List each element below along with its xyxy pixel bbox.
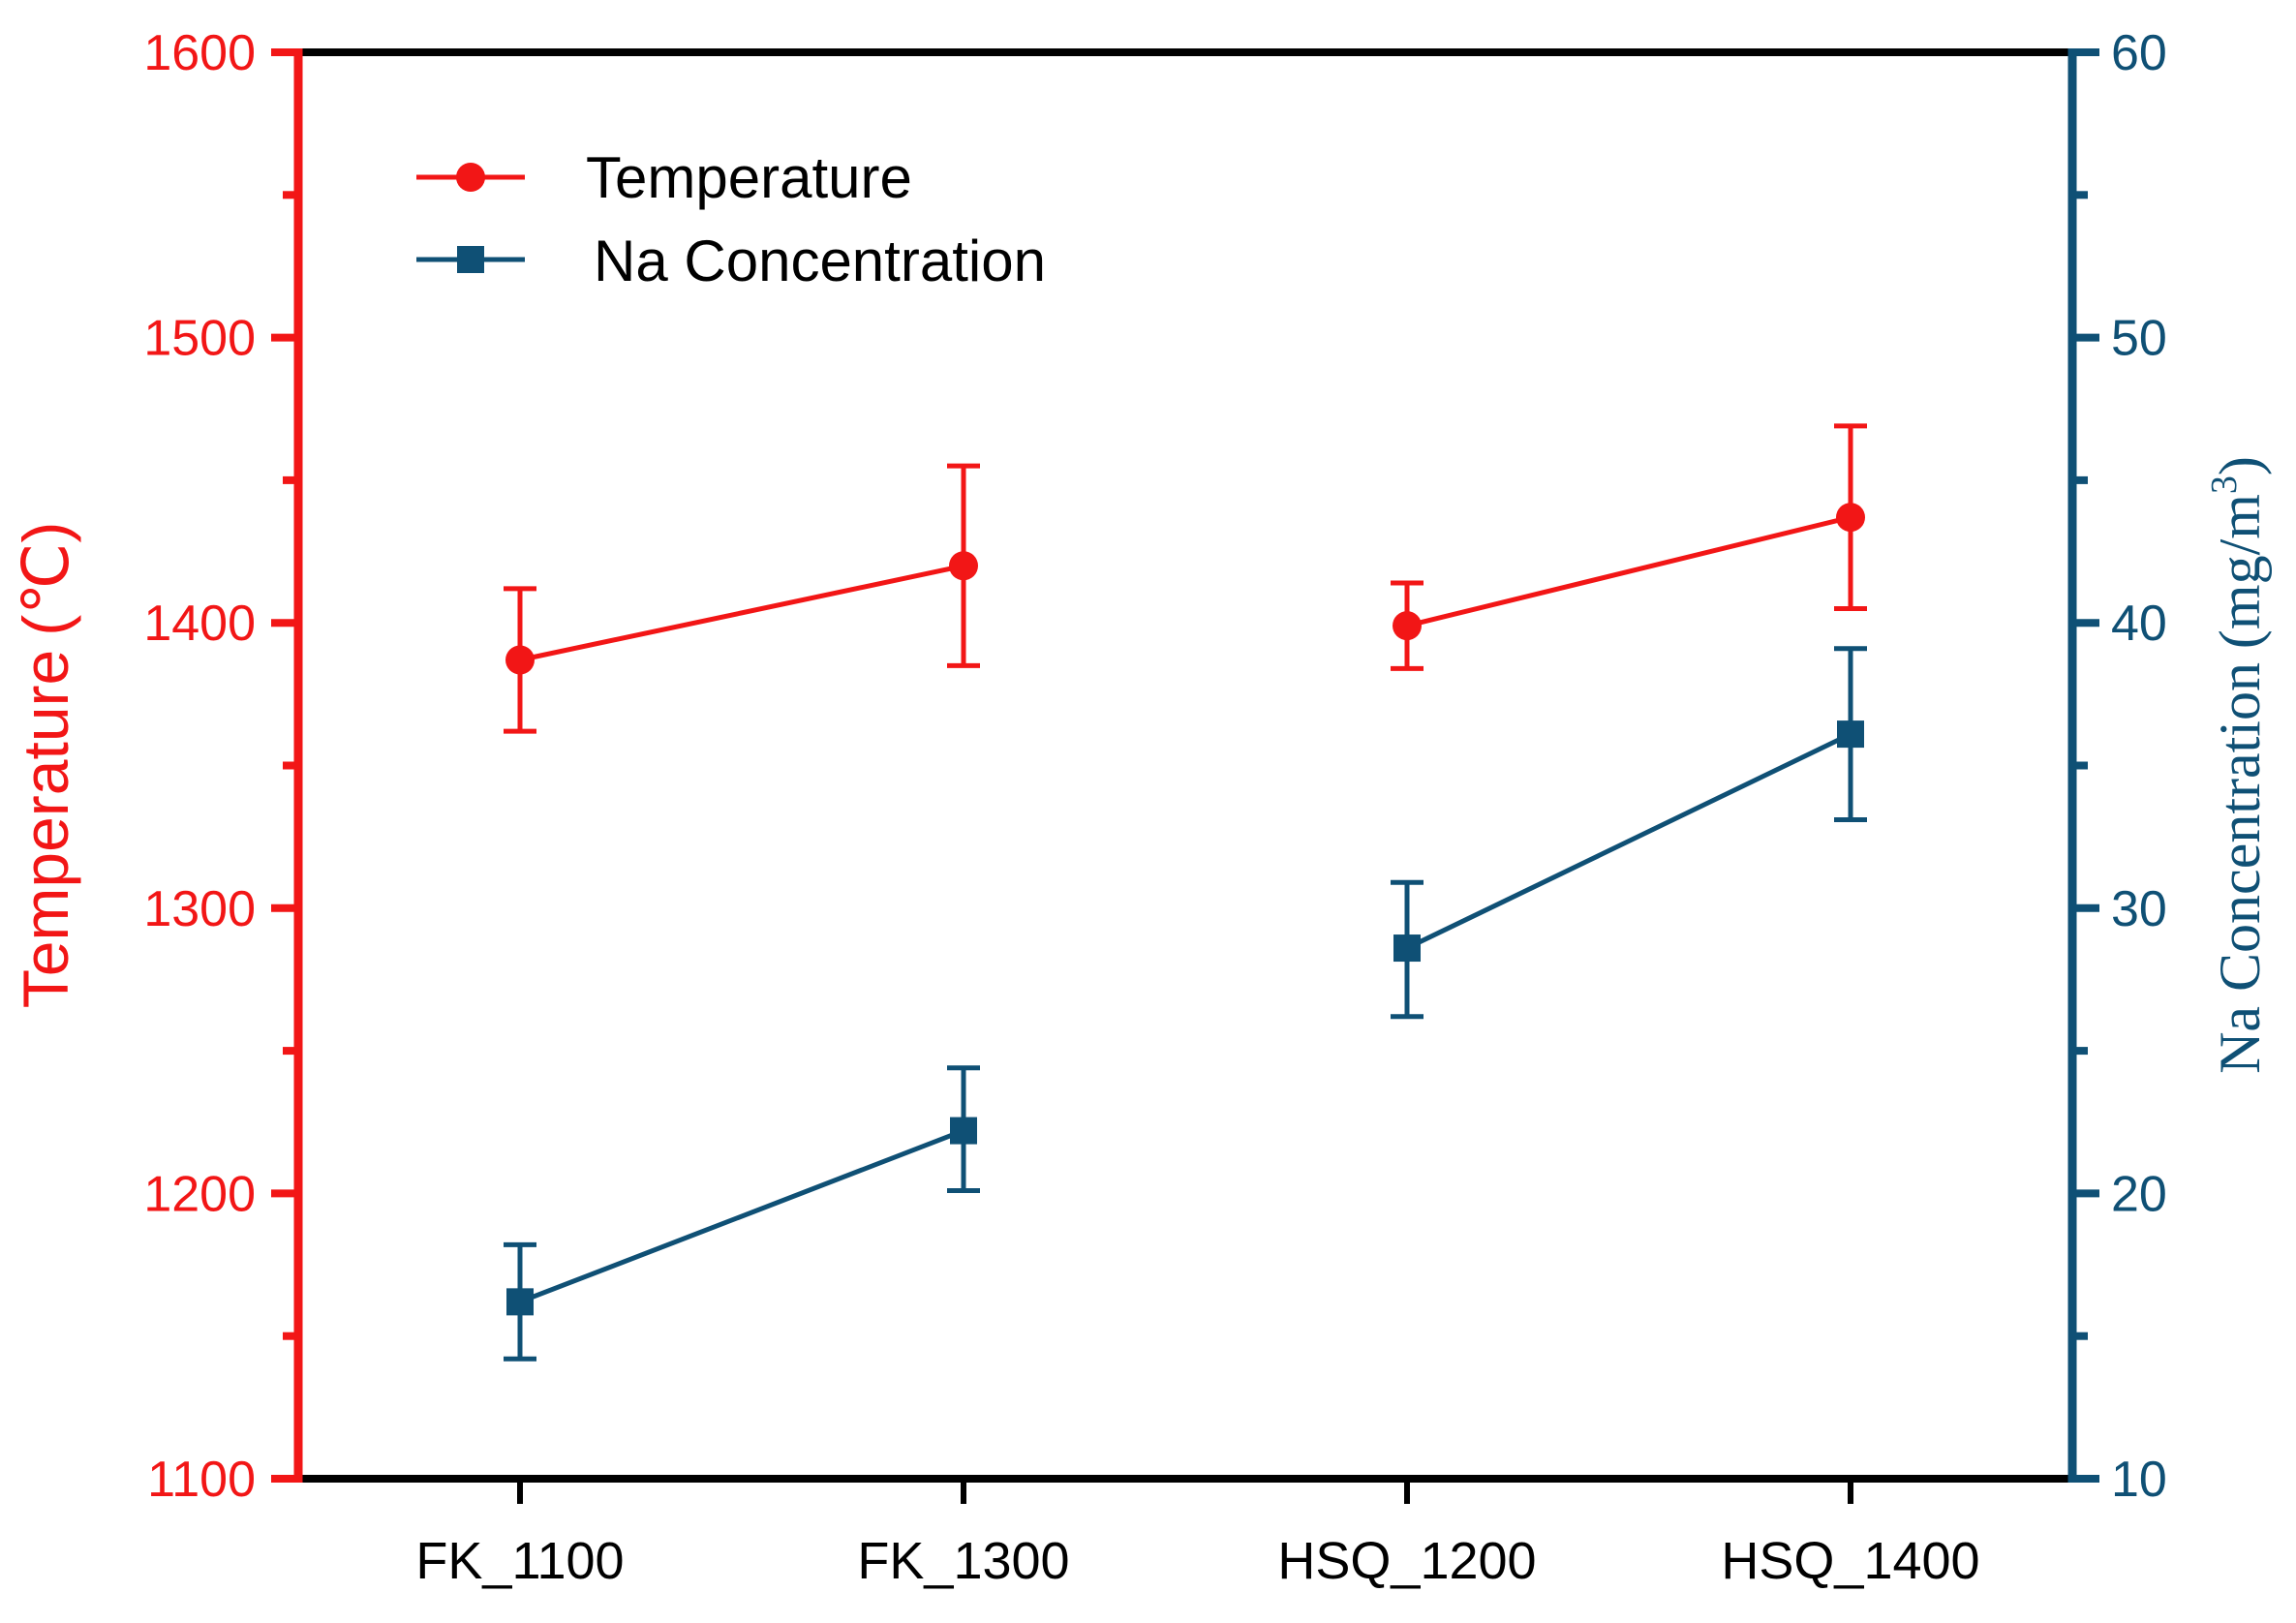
temperature-point	[1393, 611, 1422, 641]
temperature-point	[949, 551, 978, 581]
x-axis-tick-label: HSQ_1200	[1277, 1532, 1536, 1590]
left-axis-tick-label: 1400	[143, 596, 256, 652]
series-layer	[504, 423, 1867, 1362]
na-concentration-point	[950, 1117, 977, 1145]
right-axis-tick-label: 60	[2111, 25, 2167, 81]
na-concentration-line-segment	[1405, 731, 1852, 951]
temperature-line-segment	[519, 563, 964, 662]
na-concentration-point	[1393, 934, 1421, 963]
na-concentration-point	[506, 1288, 534, 1316]
temperature-point	[505, 645, 535, 675]
x-axis-tick-label: FK_1300	[857, 1532, 1069, 1590]
legend-item-na-concentration: Na Concentration	[416, 229, 1046, 293]
na-concentration-line-segment	[519, 1128, 964, 1304]
right-axis-tick-label: 50	[2111, 311, 2167, 367]
left-axis-ticks: 1100 1200 1300 1400 1500 1600	[143, 25, 298, 1508]
right-axis-tick-label: 10	[2111, 1452, 2167, 1508]
right-axis-tick-label: 40	[2111, 596, 2167, 652]
left-axis-label: Temperature(℃)	[10, 522, 81, 1009]
right-axis-tick-label: 20	[2111, 1166, 2167, 1222]
right-axis-tick-label: 30	[2111, 881, 2167, 937]
left-axis-tick-label: 1500	[143, 311, 256, 367]
right-axis-label: Na Concentration(mg/m3)	[2204, 456, 2272, 1074]
left-axis-tick-label: 1300	[143, 881, 256, 937]
left-axis-tick-label: 1600	[143, 25, 256, 81]
temperature-line-segment	[1406, 514, 1852, 628]
series-na-concentration	[504, 646, 1867, 1362]
right-axis-ticks: 10 20 30 40 50 60	[2072, 25, 2167, 1508]
legend-temperature-label: Temperature	[586, 145, 912, 210]
legend-item-temperature: Temperature	[416, 145, 912, 210]
na-concentration-point	[1837, 720, 1864, 749]
legend-temperature-marker	[456, 163, 485, 192]
legend: Temperature Na Concentration	[416, 145, 1046, 293]
series-temperature	[504, 423, 1867, 734]
x-axis-tick-label: FK_1100	[415, 1532, 624, 1590]
legend-na-concentration-label: Na Concentration	[594, 229, 1046, 293]
left-axis-tick-label: 1100	[147, 1452, 256, 1508]
x-axis-ticks: FK_1100 FK_1300 HSQ_1200 HSQ_1400	[415, 1479, 1980, 1590]
left-axis-tick-label: 1200	[143, 1166, 256, 1222]
legend-na-marker	[457, 246, 484, 273]
x-axis-tick-label: HSQ_1400	[1721, 1532, 1979, 1590]
temperature-point	[1836, 503, 1865, 533]
